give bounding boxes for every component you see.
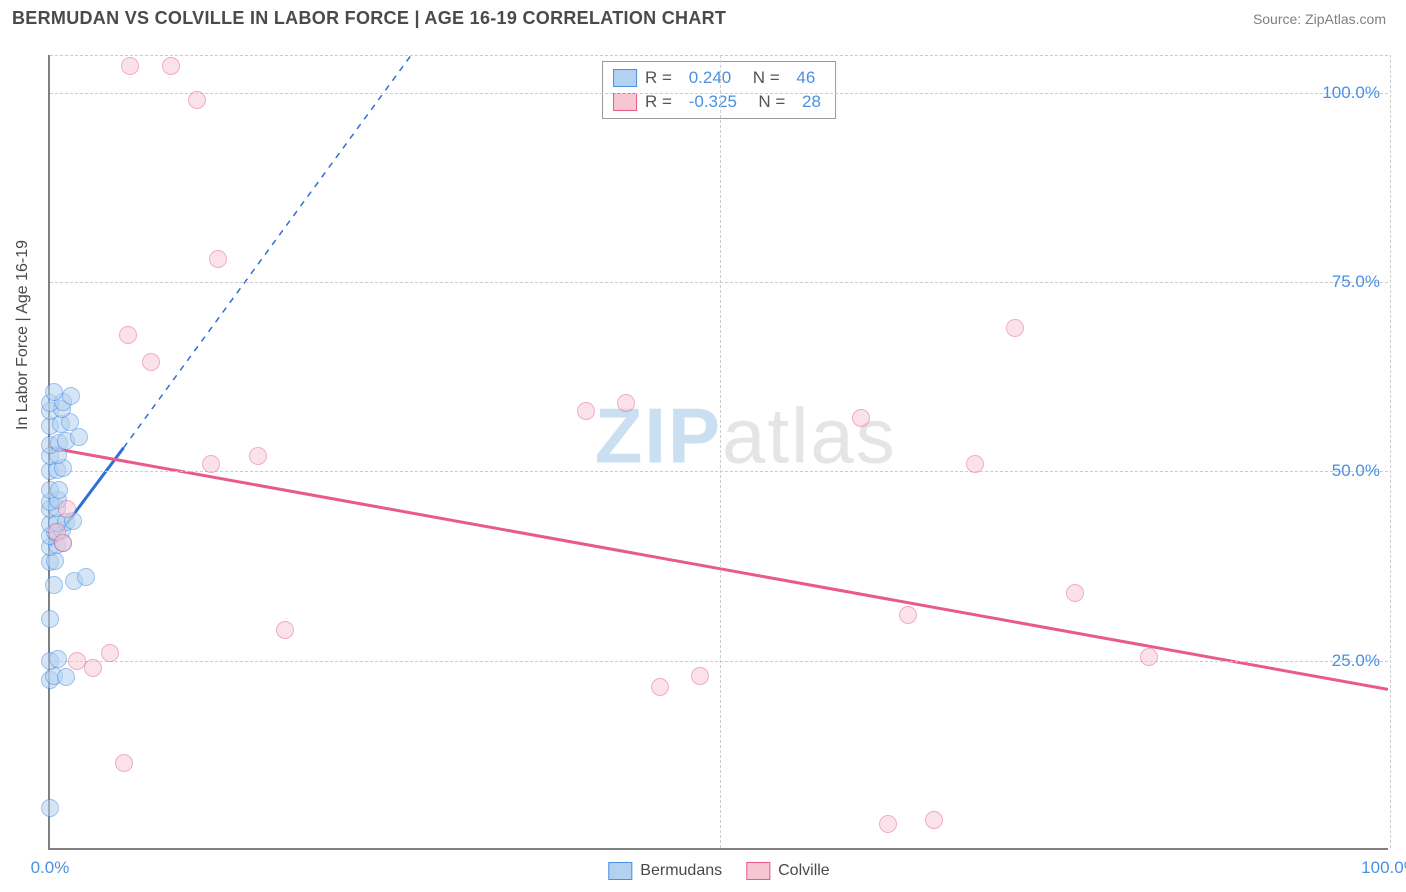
n-label: N = [743, 68, 784, 88]
correlation-legend: R = 0.240 N = 46R = -0.325 N = 28 [602, 61, 836, 119]
scatter-point [121, 57, 139, 75]
scatter-point [691, 667, 709, 685]
series-legend-label: Colville [778, 862, 830, 880]
scatter-point [899, 606, 917, 624]
r-value: -0.325 [689, 92, 737, 112]
scatter-point [879, 815, 897, 833]
gridline-vertical [1390, 55, 1391, 848]
scatter-point [651, 678, 669, 696]
r-label: R = [645, 92, 677, 112]
scatter-point [1006, 319, 1024, 337]
scatter-point [1066, 584, 1084, 602]
gridline-horizontal [50, 55, 1388, 56]
scatter-point [49, 650, 67, 668]
y-tick-label: 25.0% [1332, 651, 1380, 671]
r-label: R = [645, 68, 677, 88]
y-tick-label: 75.0% [1332, 272, 1380, 292]
gridline-horizontal [50, 282, 1388, 283]
legend-swatch [613, 93, 637, 111]
gridline-horizontal [50, 93, 1388, 94]
scatter-point [162, 57, 180, 75]
scatter-point [188, 91, 206, 109]
scatter-point [41, 799, 59, 817]
header: BERMUDAN VS COLVILLE IN LABOR FORCE | AG… [0, 0, 1406, 37]
series-legend: Bermudans Colville [608, 862, 829, 880]
chart-title: BERMUDAN VS COLVILLE IN LABOR FORCE | AG… [12, 8, 726, 29]
scatter-point [77, 568, 95, 586]
scatter-point [617, 394, 635, 412]
n-value: 28 [802, 92, 821, 112]
scatter-point [209, 250, 227, 268]
scatter-point [50, 481, 68, 499]
scatter-point [1140, 648, 1158, 666]
scatter-point [58, 500, 76, 518]
scatter-point [276, 621, 294, 639]
scatter-point [41, 610, 59, 628]
y-tick-label: 100.0% [1322, 83, 1380, 103]
correlation-legend-row: R = 0.240 N = 46 [613, 66, 825, 90]
scatter-point [249, 447, 267, 465]
scatter-point [70, 428, 88, 446]
series-legend-item: Colville [746, 862, 830, 880]
watermark-zip: ZIP [595, 391, 722, 479]
gridline-horizontal [50, 661, 1388, 662]
gridline-vertical [720, 55, 721, 848]
scatter-point [577, 402, 595, 420]
y-axis-title: In Labor Force | Age 16-19 [14, 240, 32, 430]
scatter-chart: ZIPatlas R = 0.240 N = 46R = -0.325 N = … [48, 55, 1388, 850]
scatter-point [852, 409, 870, 427]
r-value: 0.240 [689, 68, 732, 88]
watermark-atlas: atlas [722, 391, 897, 479]
scatter-point [115, 754, 133, 772]
y-tick-label: 50.0% [1332, 461, 1380, 481]
scatter-point [62, 387, 80, 405]
legend-swatch [746, 862, 770, 880]
source-attribution: Source: ZipAtlas.com [1253, 11, 1386, 27]
scatter-point [119, 326, 137, 344]
scatter-point [925, 811, 943, 829]
scatter-point [101, 644, 119, 662]
legend-swatch [608, 862, 632, 880]
n-label: N = [749, 92, 790, 112]
legend-swatch [613, 69, 637, 87]
scatter-point [45, 576, 63, 594]
watermark: ZIPatlas [595, 390, 897, 481]
series-legend-label: Bermudans [640, 862, 722, 880]
scatter-point [54, 534, 72, 552]
x-tick-label: 0.0% [31, 858, 70, 878]
scatter-point [84, 659, 102, 677]
gridline-horizontal [50, 471, 1388, 472]
scatter-point [45, 383, 63, 401]
scatter-point [57, 668, 75, 686]
series-legend-item: Bermudans [608, 862, 722, 880]
n-value: 46 [796, 68, 815, 88]
scatter-point [142, 353, 160, 371]
scatter-point [202, 455, 220, 473]
x-tick-label: 100.0% [1361, 858, 1406, 878]
scatter-point [966, 455, 984, 473]
